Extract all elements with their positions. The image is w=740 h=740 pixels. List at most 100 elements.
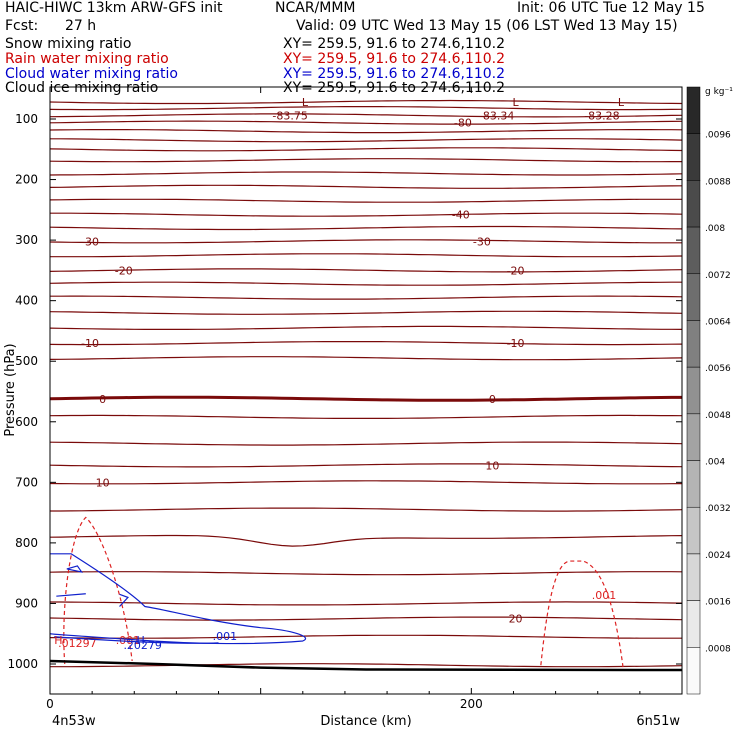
temperature-contour	[49, 158, 682, 163]
temperature-contour-label: -30	[81, 235, 99, 248]
temperature-contour	[49, 239, 682, 244]
temperature-contour	[50, 253, 683, 258]
x-tick-label: 0	[46, 697, 54, 711]
field-rain-xy: XY= 259.5, 91.6 to 274.6,110.2	[283, 51, 506, 67]
field-cloudwater-name: Cloud water mixing ratio	[5, 66, 178, 82]
temperature-contour-label: 0	[489, 393, 496, 406]
colorbar-bin	[686, 320, 701, 368]
temperature-contours: -83.75 -83.34 -83.28-80-40-30 -30-20 -20-10-…	[49, 99, 683, 668]
extremum-label: L	[618, 96, 625, 109]
temperature-contour-label: -20	[507, 264, 525, 277]
temperature-contour	[49, 395, 682, 402]
cloudwater-contours: .20279.001	[49, 553, 306, 652]
colorbar: .0096 .0088 .008 .0072 .0064 .0056 .0048 .004 .0…	[686, 86, 731, 695]
temperature-contour-label: 20	[509, 613, 523, 626]
temperature-contour-label: -40	[452, 209, 470, 222]
cloudwater-contour	[49, 553, 306, 645]
temperature-contour	[49, 147, 683, 152]
endpoint-right: 6n51w	[636, 714, 680, 729]
temperature-contour	[49, 184, 683, 189]
colorbar-label: .0024	[705, 551, 731, 561]
colorbar-bin	[686, 273, 701, 321]
rain-contour	[63, 516, 133, 665]
temperature-contour	[49, 634, 682, 639]
colorbar-bin	[686, 413, 701, 461]
y-tick-label: 100	[15, 112, 38, 126]
colorbar-label: .0048	[705, 411, 731, 421]
field-snow-name: Snow mixing ratio	[5, 36, 132, 52]
temperature-contour-label: -30	[473, 235, 491, 248]
field-cloudice-name: Cloud ice mixing ratio	[5, 80, 159, 96]
temperature-contour	[49, 534, 683, 547]
header-fcst-label: Fcst:	[5, 18, 39, 34]
cloudwater-contour-label: .20279	[123, 639, 162, 652]
temperature-contour-label: 10	[96, 476, 110, 489]
temperature-contour	[49, 571, 683, 576]
temperature-contour	[50, 295, 683, 300]
cloudwater-contour	[66, 565, 83, 573]
colorbar-label: .0016	[705, 598, 731, 608]
rain-contour-label: .01297	[58, 637, 97, 650]
colorbar-label: .004	[705, 458, 725, 468]
temperature-contour	[50, 507, 683, 512]
colorbar-bin	[686, 600, 701, 648]
temperature-contour	[49, 99, 683, 105]
temperature-contour	[50, 212, 683, 217]
endpoint-left: 4n53w	[52, 714, 96, 729]
temperature-contour	[49, 441, 683, 446]
temperature-contour	[49, 310, 683, 315]
temperature-contour	[49, 129, 683, 134]
cloudwater-contour	[54, 636, 219, 644]
temperature-contour	[50, 663, 683, 668]
extrema-labels: L L L H H	[54, 96, 625, 647]
colorbar-bin	[686, 366, 701, 415]
header-valid: Valid: 09 UTC Wed 13 May 15 (06 LST Wed …	[296, 18, 678, 34]
temperature-contour	[49, 463, 683, 468]
temperature-contour	[49, 341, 683, 346]
colorbar-label: .0056	[705, 364, 731, 374]
colorbar-bin	[686, 86, 701, 134]
cloudwater-contour	[119, 593, 130, 607]
terrain-surface	[49, 659, 683, 672]
temperature-contour	[49, 281, 682, 286]
colorbar-bin	[686, 133, 701, 181]
colorbar-bin	[686, 460, 701, 508]
cloudwater-contour-label: .001	[213, 630, 238, 643]
temperature-contour	[49, 616, 683, 621]
colorbar-label: .0088	[705, 177, 731, 187]
y-axis-label: Pressure (hPa)	[3, 343, 18, 436]
colorbar-label: .0096	[705, 131, 731, 141]
x-axis: 0 200	[46, 87, 683, 711]
extremum-label: H	[54, 634, 62, 647]
y-tick-label: 800	[15, 536, 38, 550]
header-init: Init: 06 UTC Tue 12 May 15	[517, 0, 705, 16]
temperature-contour-label: -83.28	[584, 109, 619, 122]
colorbar-bin	[686, 506, 701, 555]
rain-contour-label: .001	[116, 634, 141, 647]
colorbar-bin	[686, 226, 701, 275]
y-tick-label: 1000	[7, 657, 38, 671]
plot-frame	[49, 86, 683, 695]
temperature-contour-label: -10	[81, 337, 99, 350]
field-rain-name: Rain water mixing ratio	[5, 51, 169, 67]
temperature-contour	[49, 414, 683, 419]
extremum-label: L	[302, 96, 309, 109]
colorbar-label: .008	[705, 224, 725, 234]
temperature-contour-label: -83.34	[479, 109, 514, 122]
cloudwater-contour	[56, 593, 86, 597]
colorbar-bin	[686, 647, 701, 695]
temperature-contour	[49, 268, 683, 273]
temperature-contour-label: 0	[99, 393, 106, 406]
colorbar-label: .0032	[705, 504, 731, 514]
temperature-contour	[49, 113, 683, 118]
header-org: NCAR/MMM	[275, 0, 356, 16]
terrain-line	[49, 659, 683, 672]
x-tick-label: 200	[460, 697, 483, 711]
temperature-contour	[49, 356, 683, 361]
colorbar-bin	[686, 553, 701, 601]
rain-contours: .001 .01297 .001	[58, 516, 624, 668]
y-tick-label: 700	[15, 475, 38, 489]
y-tick-label: 500	[15, 354, 38, 368]
colorbar-label: .0008	[705, 644, 731, 654]
